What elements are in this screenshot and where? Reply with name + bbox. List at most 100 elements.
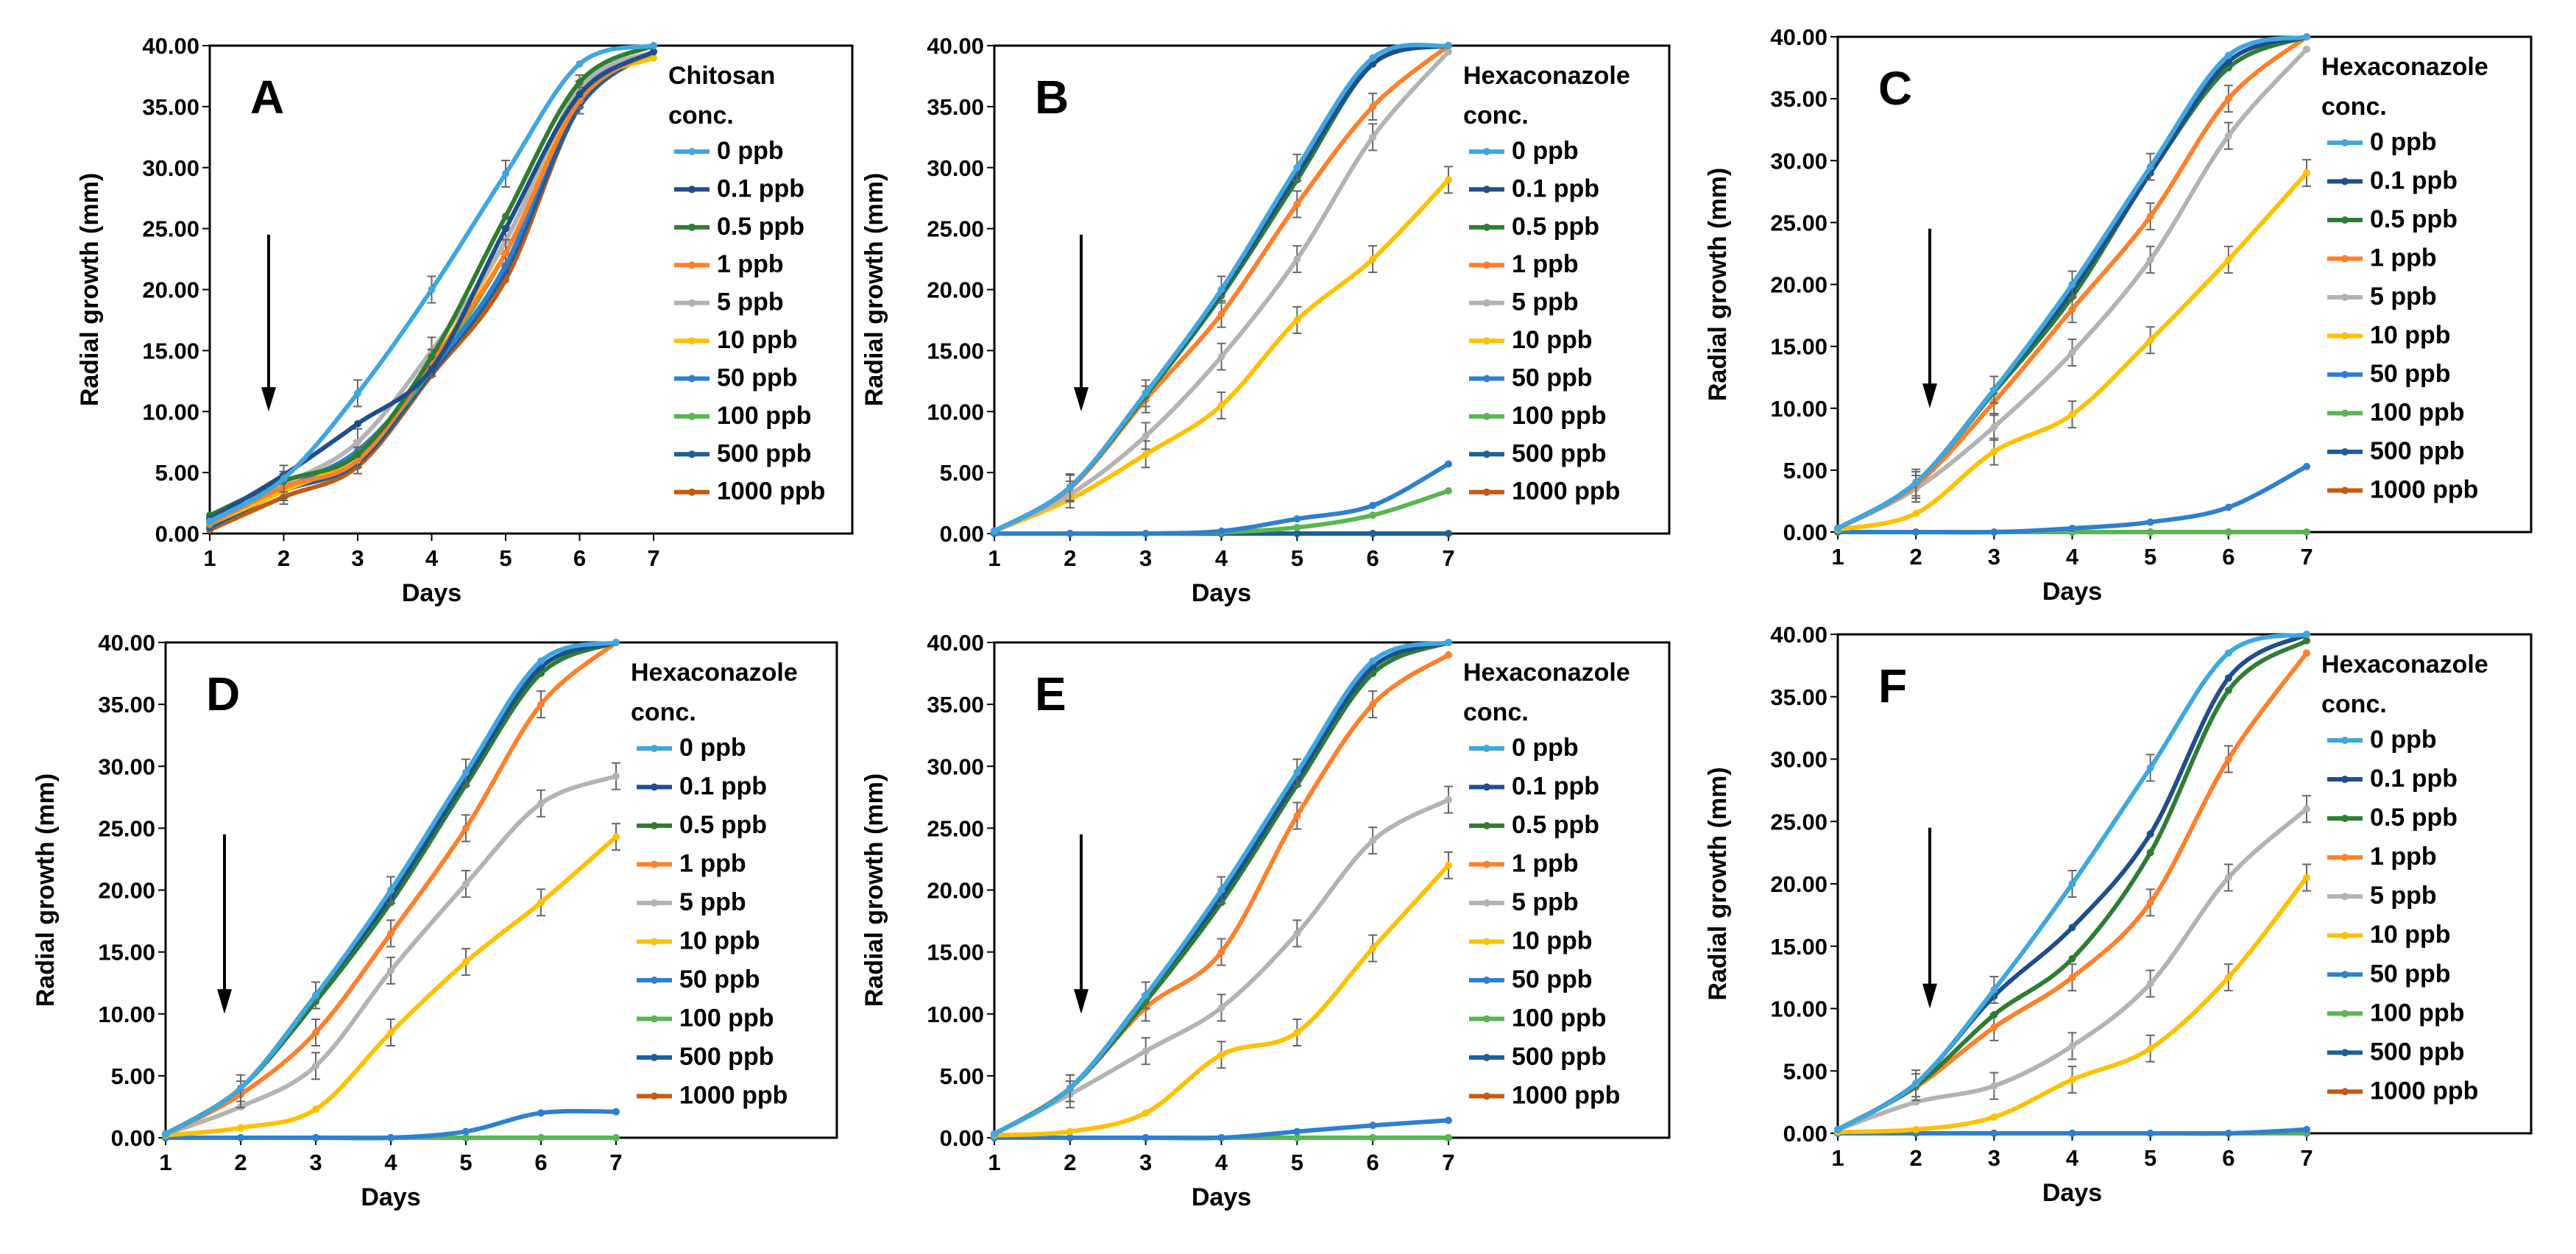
- legend-label: 0.1 ppb: [2370, 765, 2458, 793]
- data-point: [502, 170, 509, 178]
- data-point: [387, 1134, 394, 1141]
- data-point: [1445, 861, 1452, 869]
- panel-letter: D: [206, 667, 240, 720]
- data-point: [1445, 639, 1452, 646]
- legend-marker: [2341, 139, 2349, 146]
- legend-label: 10 ppb: [1512, 927, 1593, 955]
- legend-label: 0.1 ppb: [1512, 174, 1599, 202]
- data-point: [1834, 1125, 1841, 1133]
- data-point: [1445, 176, 1452, 184]
- legend-label: 500 ppb: [2370, 437, 2464, 465]
- y-tick-label: 10.00: [98, 1002, 155, 1027]
- y-tick-label: 15.00: [1770, 934, 1827, 960]
- data-point: [576, 91, 584, 99]
- data-point: [1990, 386, 1998, 394]
- x-tick-label: 3: [1139, 1150, 1152, 1175]
- legend-label: 5 ppb: [679, 888, 746, 916]
- x-tick-label: 6: [1367, 545, 1379, 571]
- legend-marker: [2341, 1010, 2349, 1018]
- x-tick-label: 1: [159, 1150, 171, 1175]
- data-point: [2146, 212, 2154, 220]
- legend-label: 5 ppb: [1512, 888, 1579, 916]
- data-point: [612, 1134, 620, 1141]
- legend-marker: [2341, 177, 2349, 185]
- legend-marker: [1483, 223, 1490, 231]
- data-point: [428, 353, 436, 361]
- legend-marker: [2341, 216, 2349, 224]
- x-tick-label: 3: [1988, 1145, 2000, 1171]
- legend-title: Hexaconazole: [1463, 62, 1630, 90]
- legend-label: 100 ppb: [2370, 999, 2464, 1027]
- y-tick-label: 5.00: [1783, 458, 1827, 483]
- x-tick-label: 5: [1291, 1150, 1303, 1175]
- data-point: [1912, 1080, 1920, 1088]
- data-point: [2224, 132, 2232, 140]
- data-point: [1990, 1130, 1998, 1137]
- legend-label: 10 ppb: [2370, 322, 2451, 350]
- legend-label: 0 ppb: [2370, 726, 2437, 754]
- data-point: [1369, 837, 1377, 845]
- data-point: [502, 224, 509, 233]
- data-point: [2224, 95, 2232, 103]
- legend-marker: [651, 822, 658, 829]
- legend-label: 50 ppb: [717, 364, 798, 392]
- y-tick-label: 20.00: [1770, 871, 1827, 897]
- legend-label: 50 ppb: [1512, 966, 1593, 993]
- legend-marker: [2341, 409, 2349, 417]
- x-tick-label: 7: [647, 545, 659, 571]
- legend-marker: [2341, 332, 2349, 340]
- data-point: [612, 833, 620, 841]
- legend-title: Hexaconazole: [2321, 651, 2488, 679]
- data-point: [237, 1084, 244, 1092]
- legend-marker: [2341, 776, 2349, 784]
- legend-marker: [1483, 1015, 1490, 1023]
- legend-marker: [2341, 486, 2349, 495]
- y-tick-label: 0.00: [1783, 1121, 1827, 1147]
- legend-marker: [651, 1054, 658, 1061]
- data-point: [1912, 528, 1920, 536]
- legend-marker: [2341, 893, 2349, 901]
- legend-marker: [651, 899, 658, 907]
- legend-marker: [688, 375, 696, 383]
- legend-label: 1000 ppb: [1512, 478, 1620, 506]
- legend-marker: [1483, 1054, 1490, 1061]
- x-tick-label: 5: [499, 545, 512, 571]
- data-point: [650, 42, 657, 49]
- data-point: [1369, 530, 1377, 537]
- legend-title: conc.: [631, 698, 696, 726]
- data-point: [354, 438, 361, 446]
- legend-marker: [688, 148, 696, 155]
- legend-title: conc.: [2321, 93, 2387, 121]
- data-point: [1293, 1127, 1301, 1136]
- y-tick-label: 0.00: [940, 1125, 984, 1151]
- legend-marker: [2341, 1049, 2349, 1057]
- data-point: [312, 1028, 319, 1036]
- data-point: [1142, 991, 1150, 999]
- y-tick-label: 35.00: [1770, 684, 1827, 710]
- data-point: [2146, 255, 2154, 263]
- legend-title: Chitosan: [668, 62, 775, 90]
- data-point: [1369, 133, 1377, 141]
- data-point: [1293, 768, 1301, 776]
- legend-label: 0 ppb: [679, 734, 746, 762]
- legend-label: 500 ppb: [679, 1043, 774, 1071]
- legend-marker: [2341, 448, 2349, 456]
- legend-label: 0.5 ppb: [2370, 205, 2458, 233]
- legend-marker: [1483, 337, 1490, 345]
- data-point: [1990, 986, 1998, 994]
- legend-label: 500 ppb: [717, 439, 811, 467]
- y-tick-label: 40.00: [1770, 622, 1827, 648]
- data-point: [428, 286, 436, 294]
- data-point: [280, 475, 288, 483]
- y-tick-label: 5.00: [940, 460, 984, 486]
- y-tick-label: 30.00: [927, 754, 984, 779]
- data-point: [2224, 1130, 2232, 1137]
- down-arrow-head: [217, 989, 232, 1014]
- legend-title: Hexaconazole: [631, 659, 798, 687]
- legend-marker: [688, 261, 696, 269]
- down-arrow-head: [1074, 989, 1089, 1014]
- y-tick-label: 10.00: [1770, 996, 1827, 1022]
- y-axis-title: Radial growth (mm): [860, 173, 888, 406]
- legend-marker: [1483, 783, 1490, 791]
- x-axis-title: Days: [2042, 1179, 2102, 1207]
